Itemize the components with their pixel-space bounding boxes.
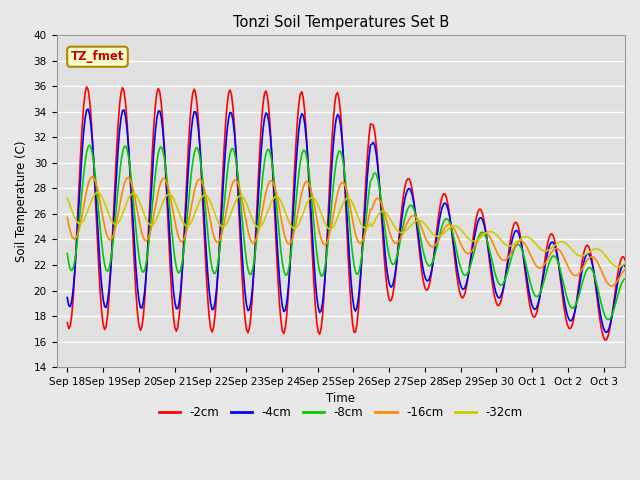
-8cm bbox=[632, 309, 640, 315]
-16cm bbox=[632, 277, 640, 283]
Y-axis label: Soil Temperature (C): Soil Temperature (C) bbox=[15, 141, 28, 262]
-2cm bbox=[359, 231, 367, 237]
-2cm bbox=[102, 324, 110, 329]
-8cm bbox=[473, 240, 481, 246]
-8cm bbox=[83, 149, 90, 155]
-8cm bbox=[359, 244, 367, 250]
-32cm bbox=[614, 264, 622, 270]
-16cm bbox=[558, 250, 566, 256]
-8cm bbox=[102, 267, 110, 273]
-4cm bbox=[632, 324, 640, 329]
-16cm bbox=[473, 240, 481, 246]
-4cm bbox=[359, 238, 367, 244]
Line: -8cm: -8cm bbox=[67, 145, 639, 324]
-8cm bbox=[63, 251, 71, 256]
-4cm bbox=[473, 224, 481, 230]
-8cm bbox=[558, 273, 566, 278]
-4cm bbox=[63, 295, 71, 300]
-32cm bbox=[83, 211, 90, 216]
-16cm bbox=[83, 188, 90, 193]
Line: -16cm: -16cm bbox=[67, 177, 639, 287]
-32cm bbox=[359, 224, 367, 229]
-8cm bbox=[86, 142, 93, 148]
-4cm bbox=[84, 106, 92, 112]
-2cm bbox=[473, 214, 481, 220]
-32cm bbox=[102, 204, 110, 210]
-16cm bbox=[89, 174, 97, 180]
-4cm bbox=[558, 280, 566, 286]
-4cm bbox=[636, 337, 640, 343]
Line: -4cm: -4cm bbox=[67, 109, 639, 340]
-32cm bbox=[558, 239, 566, 245]
-32cm bbox=[473, 238, 481, 243]
Legend: -2cm, -4cm, -8cm, -16cm, -32cm: -2cm, -4cm, -8cm, -16cm, -32cm bbox=[154, 402, 527, 424]
Title: Tonzi Soil Temperatures Set B: Tonzi Soil Temperatures Set B bbox=[232, 15, 449, 30]
-16cm bbox=[359, 237, 367, 242]
-16cm bbox=[63, 215, 71, 220]
-2cm bbox=[636, 346, 640, 352]
-32cm bbox=[634, 260, 640, 266]
Text: TZ_fmet: TZ_fmet bbox=[71, 50, 124, 63]
-2cm bbox=[558, 287, 566, 292]
Line: -32cm: -32cm bbox=[67, 192, 639, 267]
X-axis label: Time: Time bbox=[326, 392, 355, 405]
Line: -2cm: -2cm bbox=[67, 87, 639, 349]
-4cm bbox=[83, 107, 90, 113]
-32cm bbox=[63, 195, 71, 201]
-2cm bbox=[84, 87, 92, 93]
-16cm bbox=[102, 229, 110, 235]
-8cm bbox=[636, 321, 640, 326]
-32cm bbox=[93, 190, 101, 195]
-2cm bbox=[63, 320, 71, 326]
-4cm bbox=[102, 304, 110, 310]
-32cm bbox=[636, 262, 640, 268]
-2cm bbox=[632, 333, 640, 338]
-2cm bbox=[83, 84, 90, 90]
-16cm bbox=[636, 284, 640, 290]
